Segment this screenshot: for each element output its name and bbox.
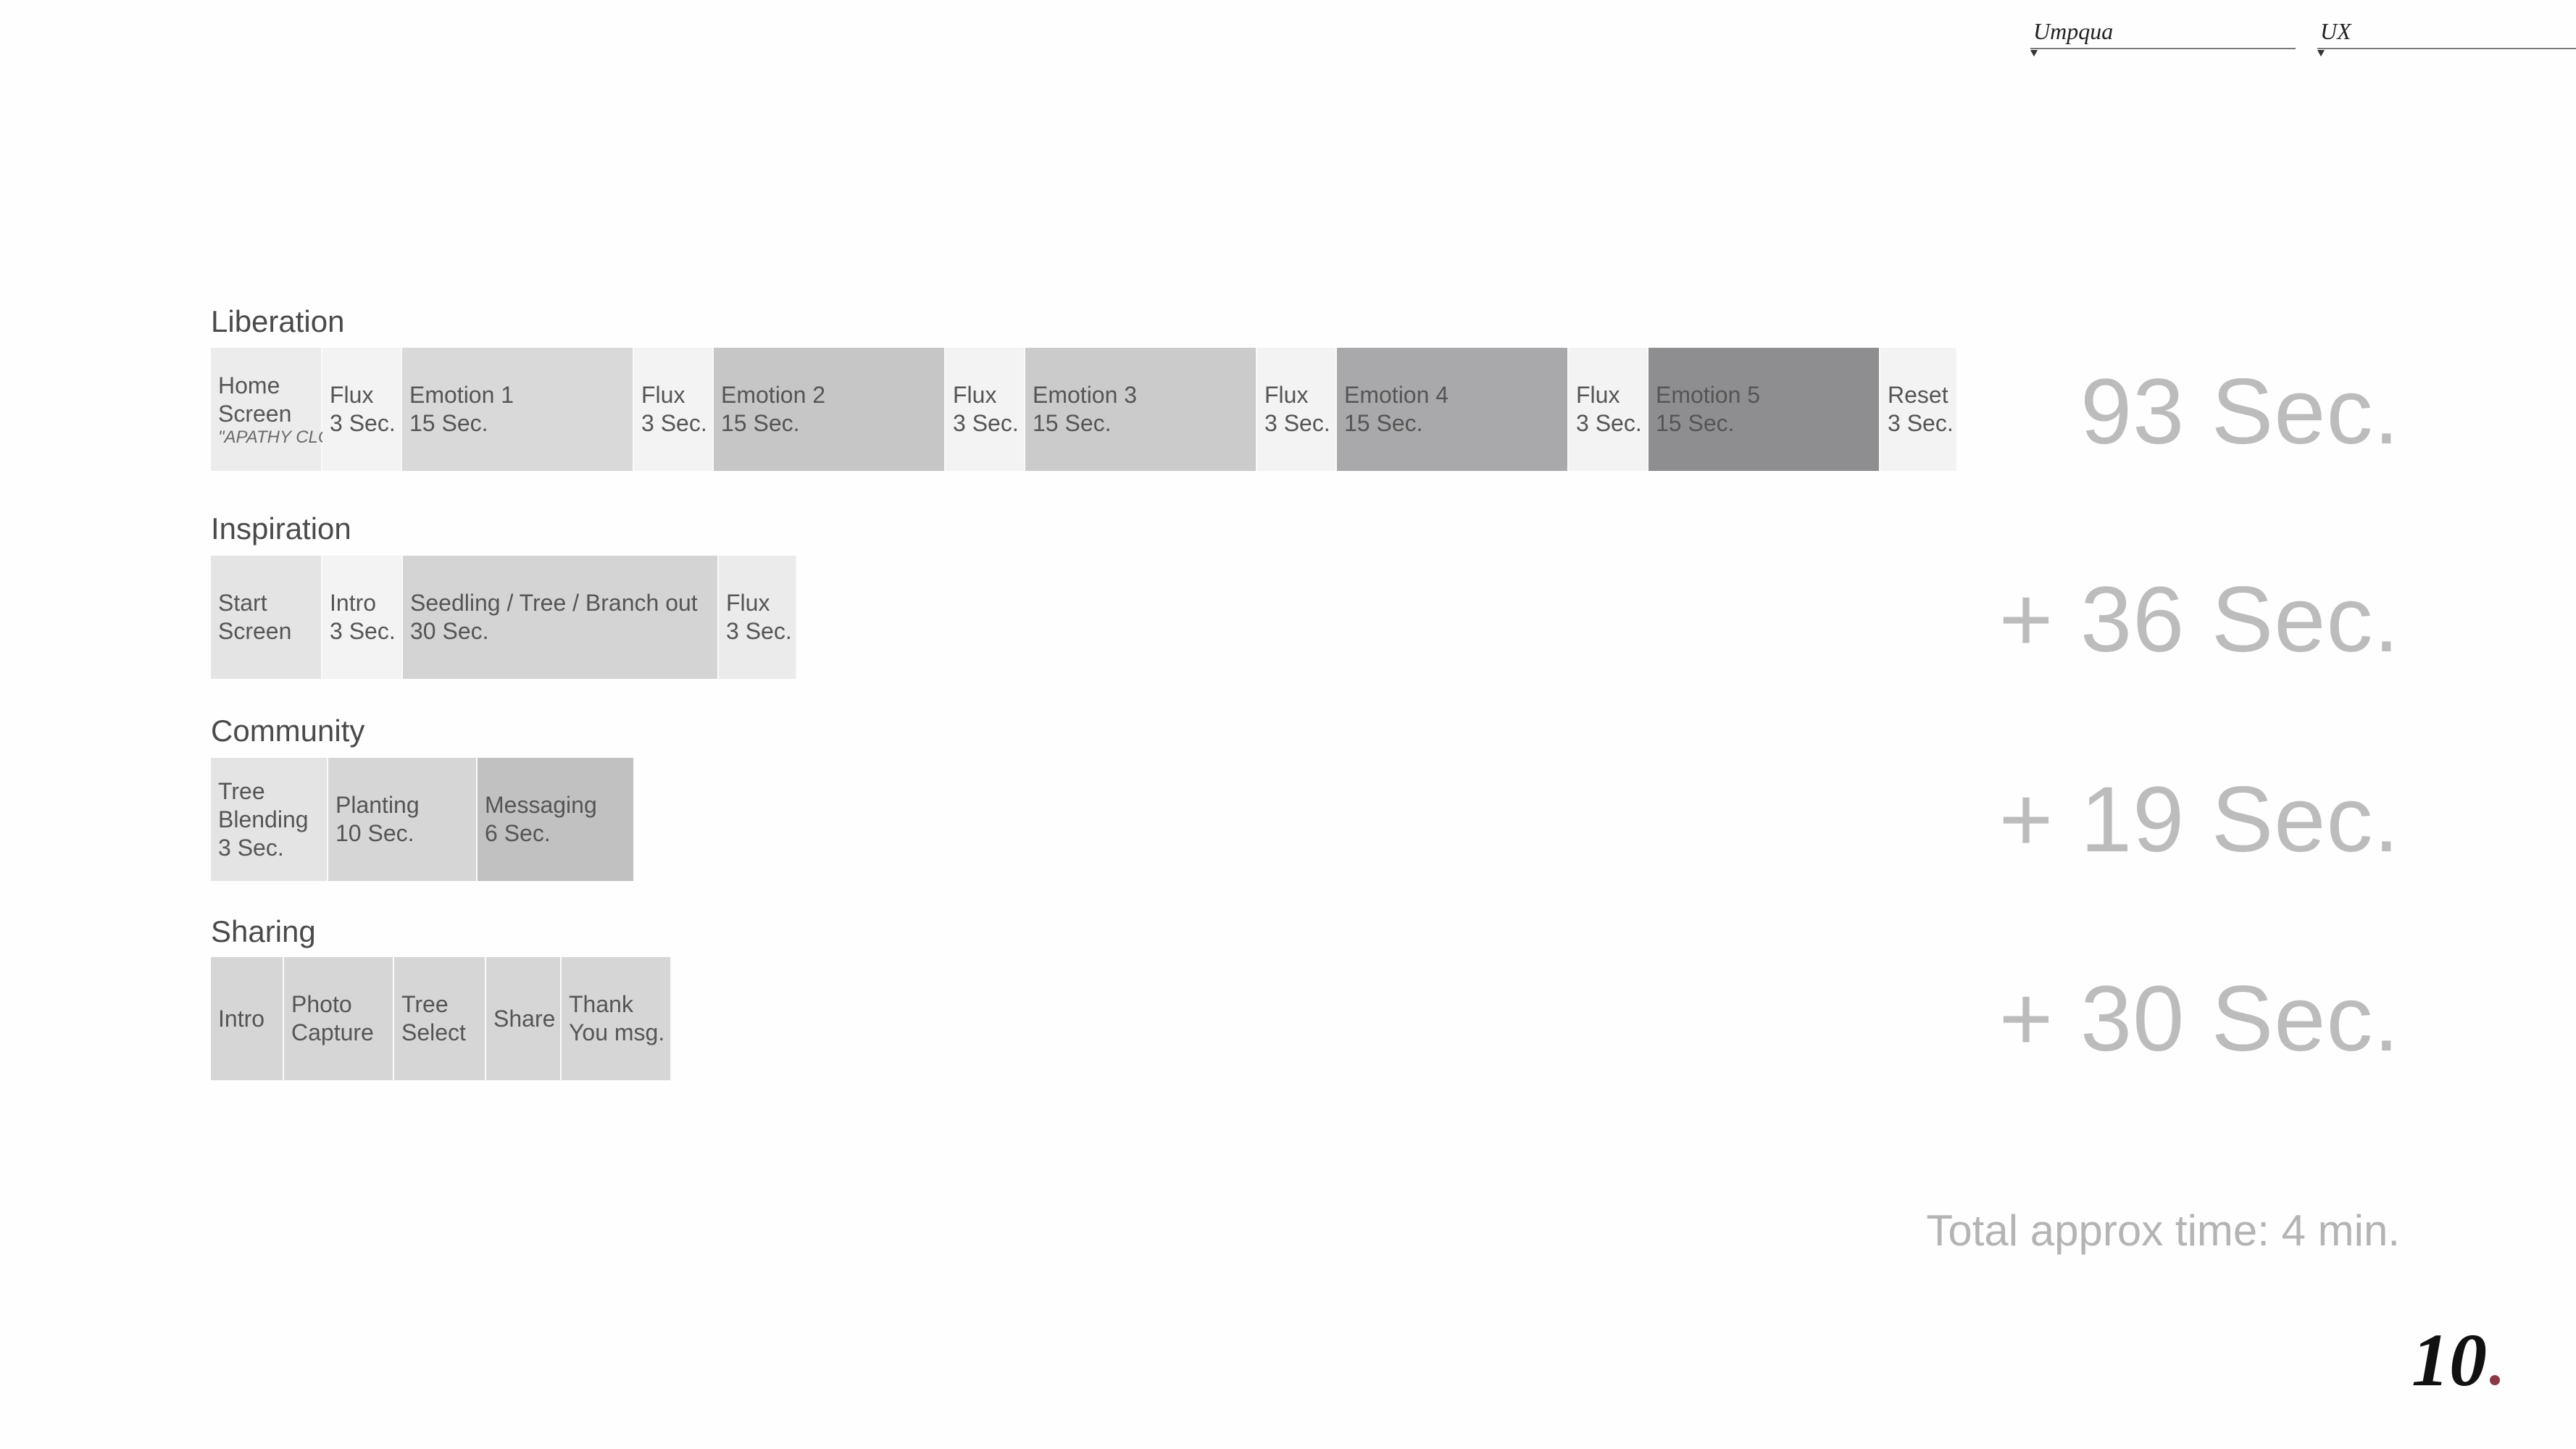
row-title-community: Community <box>211 714 365 748</box>
segment-liberation-4: Emotion 2 15 Sec. <box>714 348 946 471</box>
segment-label: 30 Sec. <box>410 618 489 644</box>
accent-dot-icon <box>2490 1375 2500 1385</box>
timeline-row-liberation: Home Screen "APATHY CLOUD" Flux 3 Sec. Emotio… <box>211 348 1957 471</box>
segment-label: Flux <box>953 382 997 408</box>
segment-label: 3 Sec. <box>641 410 707 436</box>
segment-sharing-3: Share <box>486 957 562 1080</box>
segment-label: Emotion 5 <box>1656 382 1761 408</box>
segment-label: 10 Sec. <box>335 820 414 846</box>
segment-sharing-2: Tree Select <box>394 957 486 1080</box>
segment-liberation-9: Flux 3 Sec. <box>1569 348 1648 471</box>
segment-label: Planting <box>335 792 420 818</box>
segment-liberation-10: Emotion 5 15 Sec. <box>1648 348 1880 471</box>
segment-label: 3 Sec. <box>1888 410 1954 436</box>
segment-inspiration-0: Start Screen <box>211 556 322 679</box>
header-field-ux: UX <box>2317 17 2576 57</box>
header-marker-icon <box>2317 50 2325 57</box>
segment-label: Flux <box>1264 382 1309 408</box>
header-label-umpqua: Umpqua <box>2033 18 2114 44</box>
segment-label: Home <box>218 372 280 398</box>
row-title-liberation: Liberation <box>211 304 345 338</box>
segment-label: Thank <box>569 991 633 1017</box>
segment-label: Seedling / Tree / Branch out <box>410 590 698 616</box>
segment-label: Screen <box>218 618 292 644</box>
segment-label: 15 Sec. <box>721 410 800 436</box>
segment-label: Select <box>401 1019 466 1045</box>
segment-liberation-5: Flux 3 Sec. <box>946 348 1025 471</box>
segment-label: Photo <box>291 991 352 1017</box>
segment-label: 3 Sec. <box>1576 410 1642 436</box>
segment-label: Capture <box>291 1019 374 1045</box>
segment-label: Intro <box>218 1005 265 1032</box>
segment-label: Tree <box>401 991 449 1017</box>
segment-label: 3 Sec. <box>330 410 396 436</box>
segment-label: 15 Sec. <box>1656 410 1735 436</box>
row-title-sharing: Sharing <box>211 914 316 948</box>
segment-liberation-7: Flux 3 Sec. <box>1257 348 1337 471</box>
header-label-ux: UX <box>2320 18 2351 44</box>
segment-label: 15 Sec. <box>409 410 488 436</box>
duration-liberation: 93 Sec. <box>2080 360 2400 464</box>
segment-liberation-6: Emotion 3 15 Sec. <box>1025 348 1257 471</box>
segment-label: Intro <box>330 590 377 616</box>
segment-liberation-8: Emotion 4 15 Sec. <box>1337 348 1569 471</box>
page-number-text: 10 <box>2412 1319 2487 1402</box>
segment-label: You msg. <box>569 1019 665 1045</box>
row-title-inspiration: Inspiration <box>211 511 351 546</box>
timeline-row-inspiration: Start Screen Intro 3 Sec. Seedling / Tree / … <box>211 556 797 679</box>
segment-inspiration-1: Intro 3 Sec. <box>322 556 403 679</box>
segment-liberation-11: Reset 3 Sec. <box>1880 348 1957 471</box>
segment-label: Emotion 2 <box>721 382 826 408</box>
duration-inspiration: + 36 Sec. <box>1998 568 2400 672</box>
segment-community-0: Tree Blending 3 Sec. <box>211 758 328 881</box>
timeline-row-sharing: Intro Photo Capture Tree Select Share Thank You… <box>211 957 672 1080</box>
segment-label: Tree <box>218 777 265 804</box>
segment-label: 3 Sec. <box>218 834 284 861</box>
segment-label: Emotion 3 <box>1033 382 1138 408</box>
segment-label: Share <box>493 1005 556 1032</box>
segment-label: Messaging <box>485 792 597 818</box>
segment-liberation-1: Flux 3 Sec. <box>322 348 402 471</box>
segment-label: 3 Sec. <box>1264 410 1330 436</box>
segment-note: "APATHY CLOUD" <box>218 427 363 447</box>
segment-community-2: Messaging 6 Sec. <box>478 758 635 881</box>
segment-sharing-0: Intro <box>211 957 284 1080</box>
segment-label: Flux <box>641 382 685 408</box>
segment-label: Blending <box>218 806 309 832</box>
segment-label: 6 Sec. <box>485 820 551 846</box>
segment-label: 15 Sec. <box>1033 410 1112 436</box>
segment-label: Emotion 4 <box>1344 382 1449 408</box>
timeline-row-community: Tree Blending 3 Sec. Planting 10 Sec. Messagi… <box>211 758 635 881</box>
page-number: 10 <box>2412 1317 2500 1403</box>
segment-label: Flux <box>1576 382 1620 408</box>
segment-label: Reset <box>1888 382 1948 408</box>
segment-label: 15 Sec. <box>1344 410 1423 436</box>
duration-community: + 19 Sec. <box>1998 768 2400 872</box>
segment-community-1: Planting 10 Sec. <box>328 758 478 881</box>
segment-liberation-3: Flux 3 Sec. <box>634 348 714 471</box>
segment-label: 3 Sec. <box>726 618 792 644</box>
segment-liberation-2: Emotion 1 15 Sec. <box>402 348 634 471</box>
total-time: Total approx time: 4 min. <box>1926 1206 2400 1255</box>
segment-inspiration-3: Flux 3 Sec. <box>719 556 797 679</box>
segment-label: Flux <box>330 382 374 408</box>
header-field-umpqua: Umpqua <box>2030 17 2296 57</box>
duration-sharing: + 30 Sec. <box>1998 967 2400 1071</box>
segment-liberation-0: Home Screen "APATHY CLOUD" <box>211 348 363 471</box>
segment-label: Emotion 1 <box>409 382 514 408</box>
segment-label: Flux <box>726 590 770 616</box>
segment-sharing-1: Photo Capture <box>284 957 394 1080</box>
segment-label: 3 Sec. <box>330 618 396 644</box>
segment-label: Screen <box>218 401 292 427</box>
segment-inspiration-2: Seedling / Tree / Branch out 30 Sec. <box>403 556 719 679</box>
segment-label: Start <box>218 590 267 616</box>
segment-label: 3 Sec. <box>953 410 1019 436</box>
segment-sharing-4: Thank You msg. <box>562 957 672 1080</box>
header-marker-icon <box>2030 50 2038 57</box>
